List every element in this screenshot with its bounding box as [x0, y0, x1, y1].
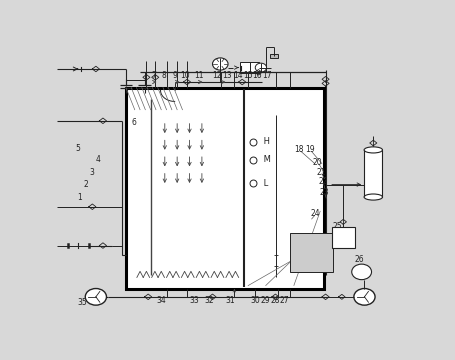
Bar — [290, 233, 332, 272]
Text: 28: 28 — [270, 296, 279, 305]
Text: 5: 5 — [76, 144, 81, 153]
Text: 23: 23 — [319, 188, 329, 197]
Text: 21: 21 — [316, 168, 325, 177]
Text: 32: 32 — [204, 296, 213, 305]
Text: 15: 15 — [243, 71, 252, 80]
Text: 31: 31 — [225, 296, 234, 305]
Text: 16: 16 — [252, 71, 262, 80]
Text: 12: 12 — [212, 71, 221, 80]
Text: 2: 2 — [83, 180, 88, 189]
Text: 7: 7 — [151, 71, 156, 80]
Bar — [363, 150, 382, 197]
Text: 6: 6 — [131, 118, 136, 127]
Text: 20: 20 — [312, 158, 322, 167]
Text: 14: 14 — [232, 71, 242, 80]
Text: 10: 10 — [180, 71, 189, 80]
Text: 34: 34 — [156, 296, 166, 305]
Text: 25: 25 — [331, 222, 341, 231]
Bar — [270, 54, 278, 58]
Circle shape — [351, 264, 371, 280]
Text: 3: 3 — [89, 168, 94, 177]
Text: 35: 35 — [77, 298, 87, 307]
Circle shape — [335, 231, 343, 238]
Circle shape — [85, 288, 106, 305]
Text: 13: 13 — [222, 71, 232, 80]
Circle shape — [255, 63, 266, 72]
Bar — [239, 62, 259, 73]
Text: 11: 11 — [194, 71, 203, 80]
Text: 30: 30 — [249, 296, 259, 305]
Bar — [331, 227, 354, 248]
Text: L: L — [260, 179, 267, 188]
Ellipse shape — [363, 147, 382, 153]
Text: 27: 27 — [278, 296, 288, 305]
Text: IN: IN — [339, 236, 346, 241]
Text: 9: 9 — [172, 71, 177, 80]
Ellipse shape — [363, 194, 382, 200]
Circle shape — [353, 288, 374, 305]
Text: 22: 22 — [318, 177, 327, 186]
Text: 17: 17 — [262, 71, 271, 80]
Text: UV: UV — [336, 229, 349, 238]
Text: 29: 29 — [260, 296, 270, 305]
Circle shape — [212, 58, 228, 70]
Text: 18: 18 — [294, 145, 303, 154]
Text: 33: 33 — [189, 296, 198, 305]
Text: 8: 8 — [162, 71, 166, 80]
Bar — [126, 87, 323, 288]
Text: 1: 1 — [77, 193, 82, 202]
Text: 19: 19 — [304, 145, 314, 154]
Text: H: H — [260, 137, 269, 146]
Text: M: M — [260, 155, 270, 164]
Text: 4: 4 — [96, 155, 100, 164]
Text: 26: 26 — [354, 256, 364, 265]
Text: 24: 24 — [309, 209, 319, 218]
